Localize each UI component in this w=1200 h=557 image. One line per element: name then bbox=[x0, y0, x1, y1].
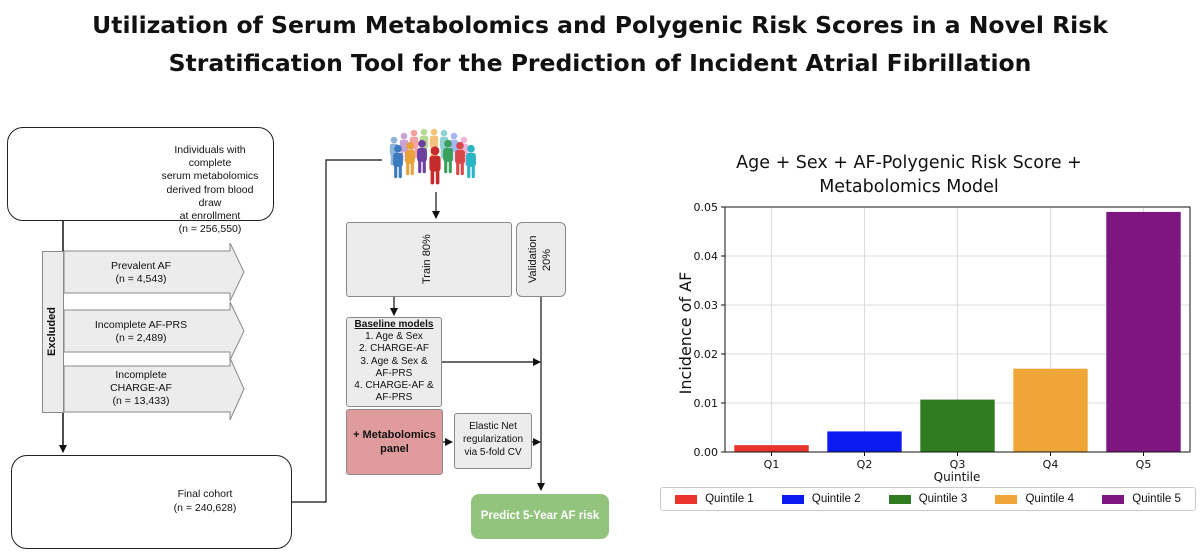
final-cohort-text: Final cohort (n = 240,628) bbox=[173, 488, 237, 514]
chart-yticks: 0.00 0.01 0.02 0.03 0.04 0.05 bbox=[694, 201, 725, 459]
legend-label: Quintile 3 bbox=[918, 493, 968, 505]
chart-title-line-2: Metabolomics Model bbox=[819, 177, 999, 197]
metabolomics-panel-box bbox=[346, 409, 443, 475]
baseline-models-text: Baseline models 1. Age & Sex 2. CHARGE-A… bbox=[346, 319, 442, 404]
exclusion-incomplete-charge-af: Incomplete CHARGE-AF (n = 13,433) bbox=[110, 369, 172, 407]
tick-label-y: 0.03 bbox=[694, 299, 719, 312]
legend-label: Quintile 1 bbox=[705, 493, 754, 505]
enrollment-box bbox=[7, 127, 274, 221]
chart-title-line-1: Age + Sex + AF-Polygenic Risk Score + bbox=[736, 153, 1082, 173]
legend-swatch bbox=[781, 494, 804, 504]
tick-label-x: Q3 bbox=[950, 458, 966, 471]
bar-q1 bbox=[734, 445, 809, 452]
validation-box bbox=[516, 222, 566, 297]
final-cohort-box bbox=[11, 455, 292, 549]
bar-q5 bbox=[1106, 211, 1181, 452]
tick-label-x: Q2 bbox=[857, 458, 873, 471]
tick-label-x: Q1 bbox=[764, 458, 780, 471]
chart-legend: Quintile 1 Quintile 2 Quintile 3 Quintile 4… bbox=[660, 487, 1196, 511]
legend-item-quintile-5: Quintile 5 bbox=[1102, 493, 1181, 505]
legend-item-quintile-1: Quintile 1 bbox=[675, 493, 754, 505]
predict-box bbox=[471, 494, 609, 539]
elastic-net-text: Elastic Net regularization via 5-fold CV bbox=[462, 421, 524, 458]
tick-label-x: Q4 bbox=[1043, 458, 1059, 471]
predict-label: Predict 5-Year AF risk bbox=[480, 510, 600, 522]
baseline-models-box bbox=[346, 317, 442, 407]
elastic-net-box bbox=[454, 413, 532, 469]
metabolomics-panel-text: + Metabolomics panel bbox=[353, 429, 436, 455]
tick-label-y: 0.04 bbox=[694, 250, 719, 263]
tick-label-y: 0.02 bbox=[694, 348, 719, 361]
page-title: Utilization of Serum Metabolomics and Po… bbox=[0, 6, 1200, 82]
title-line-2: Stratification Tool for the Prediction o… bbox=[168, 49, 1032, 77]
bar-q4 bbox=[1013, 368, 1088, 452]
title-line-1: Utilization of Serum Metabolomics and Po… bbox=[92, 11, 1108, 39]
tick-label-y: 0.01 bbox=[694, 397, 719, 410]
tick-label-y: 0.00 bbox=[694, 446, 719, 459]
legend-swatch bbox=[675, 494, 698, 504]
excluded-bar bbox=[42, 251, 64, 413]
legend-swatch bbox=[1102, 494, 1125, 504]
bar-q2 bbox=[827, 431, 902, 452]
connector-final-to-split bbox=[292, 159, 382, 503]
legend-item-quintile-3: Quintile 3 bbox=[888, 493, 968, 505]
legend-swatch bbox=[888, 494, 911, 504]
legend-item-quintile-4: Quintile 4 bbox=[995, 493, 1074, 505]
enrollment-text: Individuals with complete serum metabolo… bbox=[161, 144, 259, 236]
chart-x-axis-label: Quintile bbox=[934, 470, 981, 484]
tick-label-x: Q5 bbox=[1136, 458, 1152, 471]
legend-label: Quintile 5 bbox=[1132, 493, 1181, 505]
legend-item-quintile-2: Quintile 2 bbox=[781, 493, 861, 505]
chart-bars bbox=[734, 211, 1181, 452]
exclusion-prevalent-af: Prevalent AF (n = 4,543) bbox=[110, 260, 172, 285]
train-box bbox=[346, 222, 512, 297]
bar-q3 bbox=[920, 399, 995, 452]
exclusion-arrows bbox=[63, 242, 245, 421]
legend-label: Quintile 4 bbox=[1025, 493, 1075, 505]
legend-label: Quintile 2 bbox=[811, 493, 861, 505]
tick-label-y: 0.05 bbox=[694, 201, 719, 214]
legend-swatch bbox=[995, 494, 1018, 504]
chart-xticks: Q1 Q2 Q3 Q4 Q5 bbox=[764, 452, 1152, 471]
chart-y-axis-label: Incidence of AF bbox=[676, 272, 695, 395]
exclusion-incomplete-af-prs: Incomplete AF-PRS (n = 2,489) bbox=[94, 319, 188, 344]
baseline-models-title: Baseline models bbox=[354, 319, 434, 330]
